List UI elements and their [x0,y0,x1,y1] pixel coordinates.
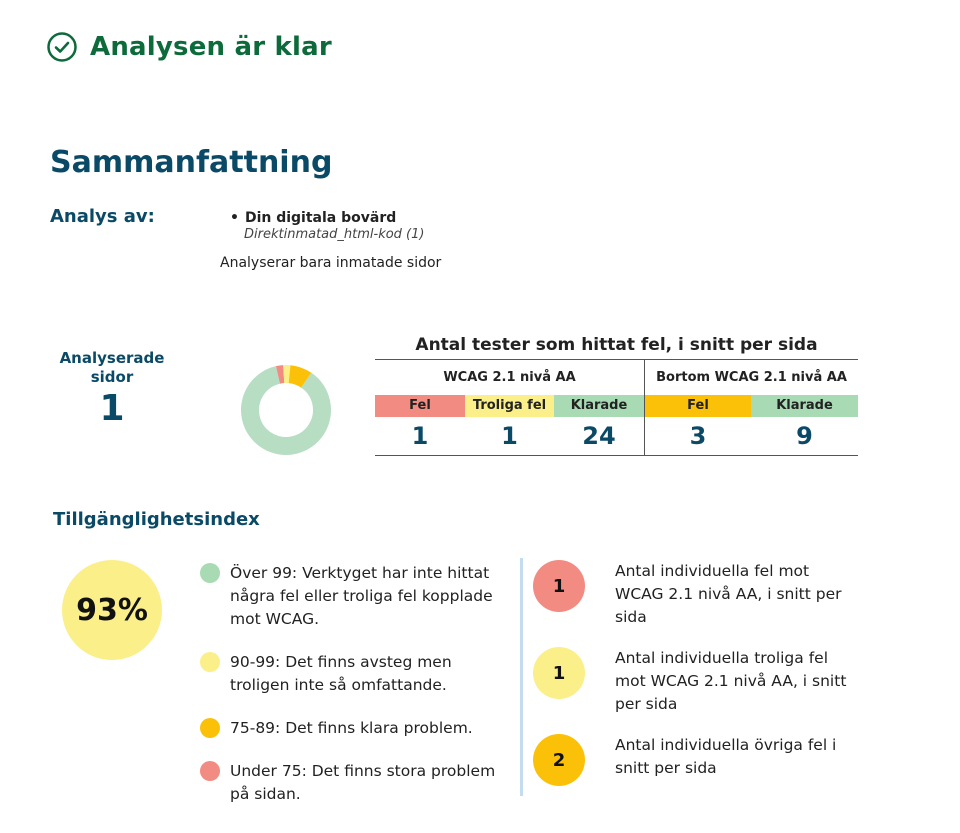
group-label-beyond-wcag: Bortom WCAG 2.1 nivå AA [656,370,847,385]
column-klarade: Klarade 24 [554,395,644,455]
tests-title: Antal tester som hittat fel, i snitt per… [415,335,818,355]
group-label-wcag: WCAG 2.1 nivå AA [443,370,576,385]
legend-text: Över 99: Verktyget har inte hittat några… [230,564,493,628]
column-header-beyond-fel: Fel [645,395,751,417]
value-klarade: 24 [582,422,616,450]
analysis-site-source: Direktinmatad_html-kod (1) [244,227,425,242]
accessibility-index-heading: Tillgänglighetsindex [53,509,260,530]
analysis-label: Analys av: [50,206,155,227]
legend-text: Under 75: Det finns stora problem på sid… [230,762,496,803]
legend-item: Under 75: Det finns stora problem på sid… [200,760,510,806]
legend-dot [200,652,220,672]
analyzed-pages-value: 1 [99,388,125,429]
legend-text: 90-99: Det finns avsteg men troligen int… [230,653,452,694]
value-troliga-fel: 1 [501,422,518,450]
check-circle-icon [47,32,77,62]
analyzed-pages-label: Analyserade sidor [59,349,165,386]
value-beyond-fel: 3 [689,422,707,450]
legend-dot [200,563,220,583]
analysis-list: Din digitala bovärd Direktinmatad_html-k… [230,210,424,242]
analysis-note: Analyserar bara inmatade sidor [220,255,442,271]
count-text: Antal individuella övriga fel i snitt pe… [615,736,837,777]
summary-heading: Sammanfattning [50,145,333,180]
tests-group-beyond-wcag: Bortom WCAG 2.1 nivå AA Fel 3 Klarade 9 [645,360,858,455]
analysis-complete-status: Analysen är klar [46,31,332,63]
count-badge: 1 [533,560,585,612]
column-header-klarade: Klarade [554,395,644,417]
column-beyond-klarade: Klarade 9 [751,395,858,455]
legend-item: 90-99: Det finns avsteg men troligen int… [200,651,510,697]
analyzed-pages: Analyserade sidor 1 [50,349,174,429]
count-item: 1 Antal individuella troliga fel mot WCA… [533,647,863,716]
section-divider [520,558,523,796]
value-beyond-klarade: 9 [796,422,813,450]
status-title: Analysen är klar [90,32,332,62]
value-fel: 1 [411,422,429,450]
column-header-fel: Fel [375,395,465,417]
column-header-beyond-klarade: Klarade [751,395,858,417]
tests-group-wcag: WCAG 2.1 nivå AA Fel 1 Troliga fel 1 Kla… [375,360,645,455]
column-beyond-fel: Fel 3 [645,395,751,455]
legend-text: 75-89: Det finns klara problem. [230,719,473,737]
legend-dot [200,761,220,781]
legend-dot [200,718,220,738]
count-text: Antal individuella troliga fel mot WCAG … [615,649,847,713]
legend-item: Över 99: Verktyget har inte hittat några… [200,562,510,631]
count-item: 1 Antal individuella fel mot WCAG 2.1 ni… [533,560,863,629]
column-fel: Fel 1 [375,395,465,455]
count-badge: 1 [533,647,585,699]
donut-segment-red [241,365,331,455]
count-text: Antal individuella fel mot WCAG 2.1 nivå… [615,562,842,626]
accessibility-index-value: 93% [76,592,148,628]
accessibility-index-badge: 93% [62,560,162,660]
count-item: 2 Antal individuella övriga fel i snitt … [533,734,863,786]
column-header-troliga-fel: Troliga fel [465,395,554,417]
tests-summary: Antal tester som hittat fel, i snitt per… [375,335,858,456]
analysis-site-name: Din digitala bovärd [230,210,424,226]
count-badge: 2 [533,734,585,786]
column-troliga-fel: Troliga fel 1 [465,395,554,455]
legend-item: 75-89: Det finns klara problem. [200,717,510,740]
results-donut-chart [241,365,331,455]
tests-table: WCAG 2.1 nivå AA Fel 1 Troliga fel 1 Kla… [375,359,858,456]
